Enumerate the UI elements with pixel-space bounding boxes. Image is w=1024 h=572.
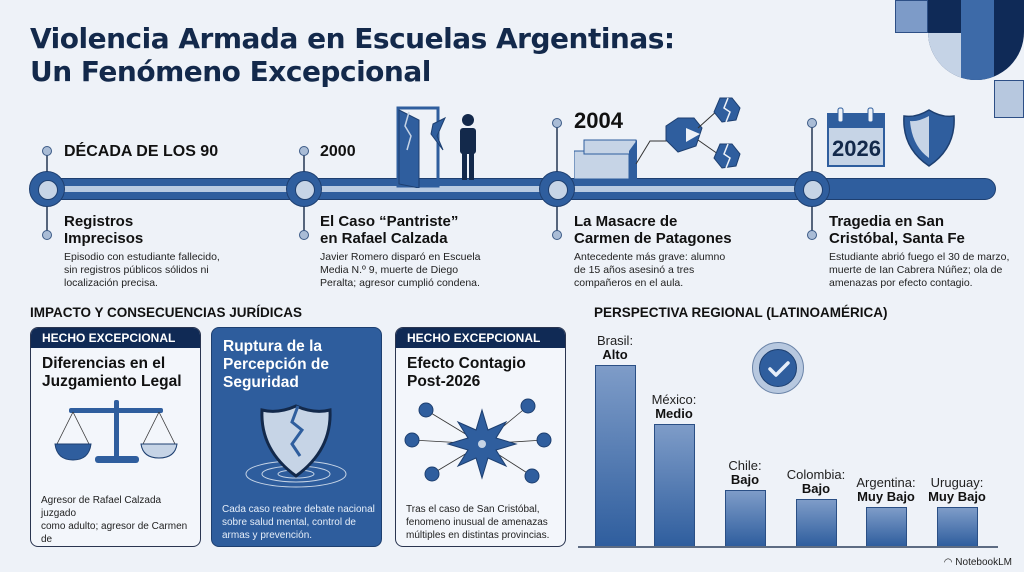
event-date: 2000	[320, 143, 356, 160]
timeline-dot	[552, 230, 562, 240]
broken-door-icon	[396, 106, 476, 188]
event-date: DÉCADA DE LOS 90	[64, 143, 219, 160]
card-title: Ruptura de la Percepción de Seguridad	[223, 338, 329, 391]
bar-label-mexico: México: Medio	[651, 392, 697, 421]
bar-chile	[725, 490, 766, 547]
card-contagion-effect: HECHO EXCEPCIONAL Efecto Contagio Post-20…	[395, 327, 566, 547]
bar-label-uruguay: Uruguay: Muy Bajo	[928, 475, 986, 504]
timeline-dot	[299, 230, 309, 240]
bar-uruguay	[937, 507, 978, 547]
card-title: Efecto Contagio Post-2026	[407, 355, 526, 390]
timeline-node-2000[interactable]	[286, 171, 322, 207]
timeline-dot	[42, 230, 52, 240]
card-legal-judgment: HECHO EXCEPCIONAL Diferencias en el Juzga…	[30, 327, 201, 547]
card-security-perception: Ruptura de la Percepción de Seguridad Cada…	[211, 327, 382, 547]
bar-label-chile: Chile: Bajo	[728, 458, 762, 487]
card-title: Diferencias en el Juzgamiento Legal	[42, 355, 182, 390]
bar-colombia	[796, 499, 837, 547]
checkmark-icon	[768, 361, 790, 377]
event-title: Registros Imprecisos	[64, 213, 144, 247]
title-line-2: Un Fenómeno Excepcional	[30, 55, 431, 88]
bar-argentina	[866, 507, 907, 547]
broken-shield-icon	[245, 404, 347, 488]
event-description: Episodio con estudiante fallecido, sin re…	[64, 251, 220, 289]
event-title: Tragedia en San Cristóbal, Santa Fe	[829, 213, 965, 247]
check-badge	[752, 342, 804, 394]
impact-heading: IMPACTO Y CONSECUENCIAS JURÍDICAS	[30, 305, 303, 320]
event-description: Antecedente más grave: alumno de 15 años …	[574, 251, 726, 289]
timeline-node-2004[interactable]	[539, 171, 575, 207]
page-title: Violencia Armada en Escuelas Argentinas:…	[30, 22, 675, 88]
calendar-year: 2026	[832, 136, 881, 161]
event-description: Javier Romero disparó en Escuela Media N.…	[320, 251, 481, 289]
card-description: Agresor de Rafael Calzada juzgado como ad…	[41, 495, 188, 545]
card-description: Tras el caso de San Cristóbal, fenomeno i…	[406, 504, 550, 541]
regional-heading: PERSPECTIVA REGIONAL (LATINOAMÉRICA)	[594, 305, 888, 320]
event-date: 2004	[574, 108, 623, 133]
timeline-node-90s[interactable]	[29, 171, 65, 207]
timeline-inner-track	[46, 186, 816, 192]
event-description: Estudiante abrió fuego el 30 de marzo, mu…	[829, 251, 1010, 289]
decorative-shapes	[880, 0, 1024, 120]
scales-icon	[54, 400, 178, 463]
event-title: El Caso “Pantriste” en Rafael Calzada	[320, 213, 459, 247]
card-description: Cada caso reabre debate nacional sobre sa…	[222, 504, 375, 541]
timeline-dot	[807, 118, 817, 128]
bar-brasil	[595, 365, 636, 547]
timeline-dot	[299, 146, 309, 156]
bar-label-brasil: Brasil: Alto	[596, 333, 634, 362]
shield-icon	[903, 109, 955, 167]
broken-desk-icon	[574, 97, 741, 180]
card-band: HECHO EXCEPCIONAL	[396, 328, 565, 348]
bar-label-argentina: Argentina: Muy Bajo	[856, 475, 916, 504]
card-band: HECHO EXCEPCIONAL	[31, 328, 200, 348]
timeline-dot	[807, 230, 817, 240]
notebooklm-brand: ◠ NotebookLM	[943, 557, 1012, 568]
notebooklm-logo-icon: ◠	[943, 557, 956, 568]
timeline-node-2026[interactable]	[794, 171, 830, 207]
event-title: La Masacre de Carmen de Patagones	[574, 213, 732, 247]
timeline-dot	[42, 146, 52, 156]
timeline-dot	[552, 118, 562, 128]
bar-label-colombia: Colombia: Bajo	[786, 467, 846, 496]
contagion-network-icon	[404, 398, 552, 484]
bar-mexico	[654, 424, 695, 547]
chart-x-axis	[578, 546, 998, 548]
title-line-1: Violencia Armada en Escuelas Argentinas:	[30, 22, 675, 55]
calendar-icon	[827, 107, 885, 167]
